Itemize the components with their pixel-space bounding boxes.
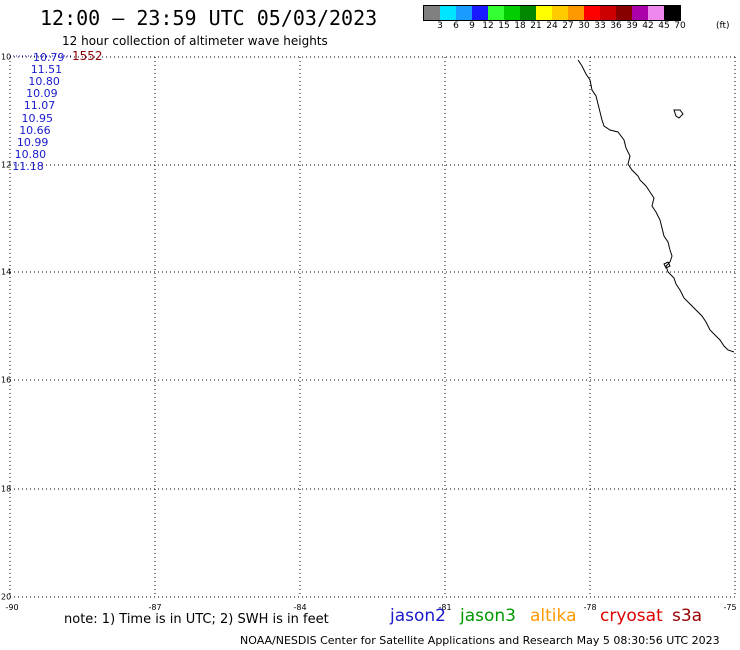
satellite-legend-jason2: jason2 (390, 606, 446, 626)
wave-height-colorbar (423, 5, 681, 21)
colorbar-swatch (520, 6, 536, 20)
wave-height-value: 10.80 (14, 147, 47, 161)
latitude-tick-label: 12 (1, 160, 12, 170)
colorbar-swatch (632, 6, 648, 20)
wave-height-value: 11.51 (30, 63, 63, 77)
colorbar-label: 24 (546, 21, 558, 31)
colorbar-label: 18 (514, 21, 526, 31)
satellite-legend-altika: altika (530, 606, 577, 626)
satellite-legend-jason3: jason3 (460, 606, 516, 626)
small-island-outline (663, 261, 671, 269)
colorbar-swatch (584, 6, 600, 20)
colorbar-swatch (648, 6, 664, 20)
colorbar-unit-label: (ft) (716, 21, 730, 31)
colorbar-label: 45 (658, 21, 670, 31)
latitude-tick-label: 20 (1, 592, 12, 602)
colorbar-label: 42 (642, 21, 654, 31)
colorbar-label: 12 (482, 21, 494, 31)
colorbar-label: 30 (578, 21, 590, 31)
colorbar-swatch (488, 6, 504, 20)
longitude-tick-label: -81 (438, 603, 452, 612)
colorbar-swatch (456, 6, 472, 20)
colorbar-swatch (424, 6, 440, 20)
latitude-tick-label: 10 (1, 52, 12, 62)
colorbar-label: 39 (626, 21, 638, 31)
page-title: 12:00 – 23:59 UTC 05/03/2023 (40, 6, 378, 30)
island-outline (673, 109, 684, 119)
longitude-tick-label: -87 (148, 603, 162, 612)
colorbar-swatch (504, 6, 520, 20)
colorbar-label: 33 (594, 21, 606, 31)
longitude-tick-label: -84 (293, 603, 307, 612)
satellite-legend-cryosat: cryosat (600, 606, 663, 626)
colorbar-swatch (552, 6, 568, 20)
lat-lon-grid (9, 56, 736, 598)
colorbar-swatch (568, 6, 584, 20)
colorbar-label: 21 (530, 21, 542, 31)
colorbar-swatch (600, 6, 616, 20)
latitude-tick-label: 18 (1, 484, 12, 494)
page-subtitle: 12 hour collection of altimeter wave hei… (62, 34, 328, 48)
track-time-label: 1552 (72, 49, 103, 63)
wave-height-value: 10.79 (33, 51, 65, 64)
colorbar-swatch (616, 6, 632, 20)
wave-height-value: 11.18 (12, 159, 44, 173)
longitude-tick-label: -75 (723, 603, 737, 612)
longitude-tick-label: -90 (5, 603, 19, 612)
wave-height-value: 10.66 (19, 123, 51, 137)
colorbar-swatch (472, 6, 488, 20)
wave-height-value: 10.99 (16, 135, 49, 149)
colorbar-label: 36 (610, 21, 622, 31)
satellite-legend-s3a: s3a (672, 606, 703, 626)
colorbar-swatch (440, 6, 456, 20)
colorbar-swatch (536, 6, 552, 20)
colorbar-label: 9 (469, 21, 475, 31)
note-text: note: 1) Time is in UTC; 2) SWH is in fe… (64, 612, 329, 627)
colorbar-label: 3 (437, 21, 443, 31)
footer-credit: NOAA/NESDIS Center for Satellite Applica… (240, 634, 720, 647)
colorbar-label: 70 (674, 21, 686, 31)
wave-height-value: 10.09 (26, 87, 58, 101)
colorbar-label: 15 (498, 21, 510, 31)
coastline (577, 59, 735, 353)
colorbar-label: 6 (453, 21, 459, 31)
wave-height-value: 10.95 (21, 111, 54, 125)
latitude-tick-label: 14 (1, 267, 12, 277)
colorbar-swatch (664, 6, 680, 20)
wave-height-value: 10.80 (28, 75, 60, 89)
longitude-tick-label: -78 (583, 603, 597, 612)
latitude-tick-label: 16 (1, 375, 12, 385)
wave-height-value: 11.07 (23, 99, 56, 113)
colorbar-label: 27 (562, 21, 574, 31)
